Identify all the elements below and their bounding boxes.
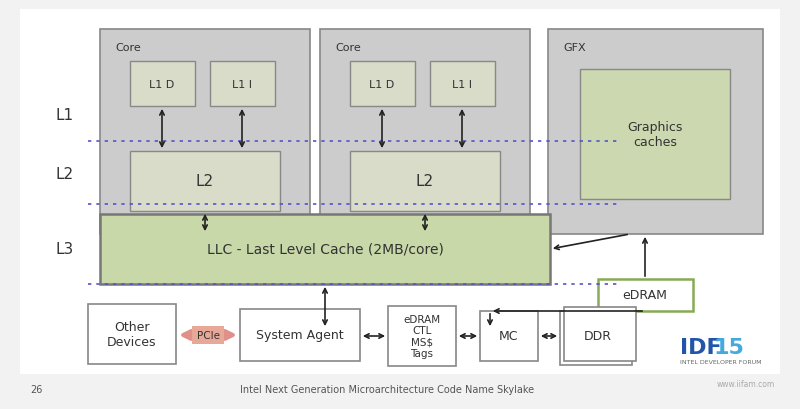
Text: www.iifam.com: www.iifam.com: [717, 380, 775, 389]
Bar: [560, 311, 632, 365]
Text: DDR: DDR: [584, 330, 612, 343]
Text: L1 D: L1 D: [150, 80, 174, 90]
Bar: [598, 279, 693, 311]
Bar: [192, 326, 224, 344]
Text: Intel Next Generation Microarchitecture Code Name Skylake: Intel Next Generation Microarchitecture …: [240, 384, 534, 394]
Text: L1: L1: [56, 107, 74, 122]
Bar: [210, 62, 275, 107]
Text: LLC - Last Level Cache (2MB/core): LLC - Last Level Cache (2MB/core): [206, 243, 443, 256]
Text: Other
Devices: Other Devices: [107, 320, 157, 348]
Bar: [320, 30, 530, 234]
Text: System Agent: System Agent: [256, 329, 344, 342]
Text: IDF: IDF: [680, 337, 722, 357]
Bar: [100, 214, 550, 284]
Text: GFX: GFX: [563, 43, 586, 53]
Text: L1 I: L1 I: [232, 80, 252, 90]
Text: Core: Core: [115, 43, 141, 53]
Text: L3: L3: [56, 242, 74, 257]
Bar: [480, 311, 538, 361]
Text: PCIe: PCIe: [197, 330, 219, 340]
Text: MC: MC: [499, 330, 518, 343]
Bar: [20, 10, 780, 374]
Text: INTEL DEVELOPER FORUM: INTEL DEVELOPER FORUM: [680, 359, 762, 364]
Text: L2: L2: [196, 174, 214, 189]
Bar: [240, 309, 360, 361]
Bar: [100, 30, 310, 234]
Bar: [580, 70, 730, 200]
Bar: [548, 30, 763, 234]
Bar: [388, 306, 456, 366]
Text: L2: L2: [416, 174, 434, 189]
Text: L1 D: L1 D: [370, 80, 394, 90]
Text: Core: Core: [335, 43, 361, 53]
Bar: [130, 152, 280, 211]
Text: 26: 26: [30, 384, 42, 394]
Text: eDRAM
CTL
MS$
Tags: eDRAM CTL MS$ Tags: [403, 314, 441, 359]
Text: 15: 15: [714, 337, 745, 357]
Bar: [350, 152, 500, 211]
Bar: [130, 62, 195, 107]
Bar: [350, 62, 415, 107]
Text: L2: L2: [56, 167, 74, 182]
Bar: [564, 307, 636, 361]
Bar: [430, 62, 495, 107]
Text: Graphics
caches: Graphics caches: [627, 121, 682, 148]
Text: L1 I: L1 I: [452, 80, 472, 90]
Bar: [88, 304, 176, 364]
Text: eDRAM: eDRAM: [622, 289, 667, 302]
